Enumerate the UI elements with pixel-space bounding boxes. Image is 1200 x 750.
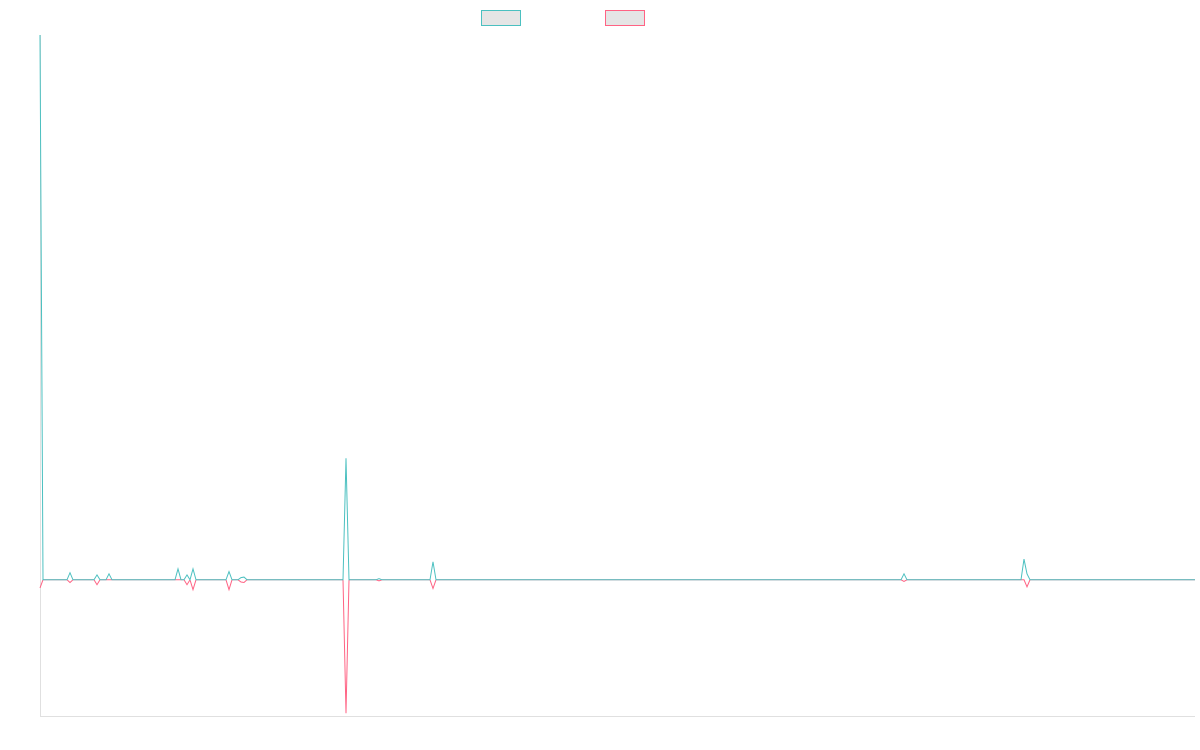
legend-swatch xyxy=(481,10,521,26)
series-line xyxy=(39,34,1195,582)
legend xyxy=(481,10,645,26)
plot-area xyxy=(39,34,1195,714)
legend-swatch xyxy=(605,10,645,26)
series-line xyxy=(39,578,1195,714)
